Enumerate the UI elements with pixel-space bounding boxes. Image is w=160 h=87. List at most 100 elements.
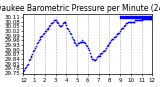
Point [110, 40, 112, 41]
Point [147, 18, 149, 19]
Point [121, 27, 123, 29]
Point [32, 50, 35, 52]
Point [79, 41, 81, 43]
Point [66, 27, 68, 29]
Point [36, 43, 38, 44]
Point [107, 44, 110, 46]
Point [84, 43, 86, 44]
Point [50, 23, 52, 24]
Point [93, 60, 95, 61]
Point [64, 23, 67, 24]
Point [134, 19, 137, 21]
Point [30, 55, 33, 56]
Point [37, 40, 40, 41]
Point [130, 21, 133, 22]
Point [103, 50, 105, 52]
Point [28, 60, 30, 61]
Point [46, 29, 49, 30]
Point [97, 55, 100, 56]
Point [57, 23, 60, 24]
Point [101, 52, 104, 53]
Point [127, 21, 129, 22]
Point [55, 21, 58, 22]
Point [150, 18, 153, 19]
Point [61, 24, 63, 25]
Point [69, 32, 71, 33]
Point [120, 29, 122, 30]
Point [139, 19, 142, 21]
Point [54, 19, 57, 21]
Point [51, 23, 53, 24]
Point [56, 21, 59, 22]
Point [47, 27, 50, 29]
Point [132, 21, 135, 22]
Point [149, 18, 152, 19]
Point [26, 64, 28, 66]
Point [139, 19, 141, 21]
Point [92, 58, 95, 60]
Point [137, 19, 139, 21]
Point [135, 19, 137, 21]
Point [125, 23, 128, 24]
Point [116, 33, 119, 35]
Point [136, 19, 138, 21]
Point [25, 66, 27, 67]
Point [38, 38, 41, 39]
Point [43, 32, 45, 33]
Point [71, 38, 74, 39]
Point [33, 49, 35, 50]
Point [114, 35, 117, 36]
Point [61, 23, 64, 24]
Point [106, 44, 109, 46]
Point [105, 46, 108, 47]
Point [41, 35, 44, 36]
Point [109, 41, 112, 43]
Point [89, 55, 92, 56]
Point [45, 29, 48, 30]
Point [141, 18, 144, 19]
Point [90, 57, 93, 58]
Point [62, 21, 65, 22]
Point [131, 21, 134, 22]
Point [60, 26, 62, 27]
Point [87, 47, 89, 49]
Point [44, 30, 46, 32]
Point [80, 41, 83, 43]
Point [49, 24, 52, 25]
Point [113, 36, 116, 38]
Point [76, 44, 78, 46]
Point [75, 44, 77, 46]
Point [104, 49, 106, 50]
Point [104, 47, 107, 49]
Point [138, 19, 140, 21]
Point [129, 21, 131, 22]
Point [126, 23, 128, 24]
Point [112, 38, 114, 39]
Point [142, 18, 145, 19]
Point [95, 58, 97, 60]
Point [52, 21, 54, 22]
Point [22, 71, 25, 72]
Point [68, 30, 70, 32]
Title: Milwaukee Barometric Pressure per Minute (24 Hours): Milwaukee Barometric Pressure per Minute… [0, 4, 160, 13]
Point [44, 30, 47, 32]
Point [91, 58, 94, 60]
Point [123, 24, 126, 25]
Point [88, 49, 90, 50]
Point [85, 44, 87, 46]
Point [42, 33, 44, 35]
Point [53, 19, 56, 21]
Point [145, 18, 147, 19]
Point [86, 46, 88, 47]
Point [88, 52, 91, 53]
Point [143, 18, 146, 19]
Point [63, 21, 66, 22]
Point [72, 40, 75, 41]
Point [27, 63, 29, 64]
Point [148, 18, 151, 19]
Point [67, 29, 69, 30]
Point [24, 68, 26, 69]
Point [52, 19, 55, 21]
Point [108, 43, 111, 44]
Point [111, 38, 113, 39]
